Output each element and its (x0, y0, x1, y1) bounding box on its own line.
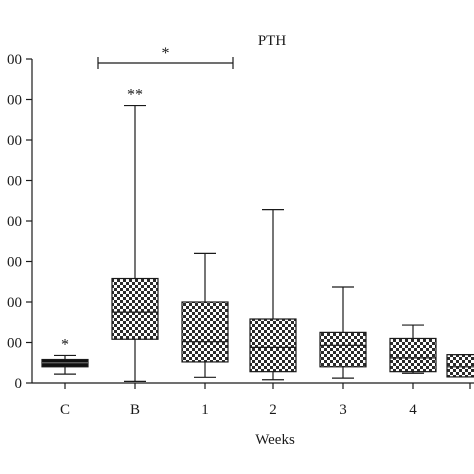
x-axis-title: Weeks (255, 432, 295, 448)
y-tick-label: 00 (7, 52, 22, 68)
y-tick-label: 00 (7, 174, 22, 190)
x-tick-label: 3 (339, 402, 347, 418)
chart-title: PTH (258, 33, 287, 49)
y-tick-label: 00 (7, 133, 22, 149)
x-tick-label: C (60, 402, 70, 418)
y-tick-label: 0 (15, 376, 23, 392)
significance-marker: * (61, 336, 69, 353)
box-body (249, 318, 297, 373)
box-partial (446, 354, 474, 378)
x-tick-label: B (130, 402, 140, 418)
box-plot-series: *** (41, 87, 474, 382)
y-tick-label: 00 (7, 336, 22, 352)
box-body (319, 331, 367, 368)
y-tick-label: 00 (7, 93, 22, 109)
box-2 (249, 209, 297, 381)
box-body (446, 354, 474, 378)
box-body (389, 337, 437, 373)
box-1 (181, 252, 229, 378)
box-C: * (41, 336, 89, 375)
significance-bracket: * (97, 45, 234, 69)
significance-marker: ** (127, 87, 143, 104)
x-tick-label: 4 (409, 402, 417, 418)
box-B: ** (111, 87, 159, 382)
box-4 (389, 324, 437, 374)
y-tick-label: 00 (7, 255, 22, 271)
y-tick-label: 00 (7, 214, 22, 230)
x-tick-label: 2 (269, 402, 277, 418)
box-3 (319, 286, 367, 379)
bracket-label: * (162, 45, 170, 62)
y-tick-label: 00 (7, 295, 22, 311)
box-body (111, 277, 159, 340)
x-axis: C B 1 2 3 4 (32, 382, 474, 418)
x-tick-label: 1 (201, 402, 209, 418)
box-body (181, 301, 229, 363)
